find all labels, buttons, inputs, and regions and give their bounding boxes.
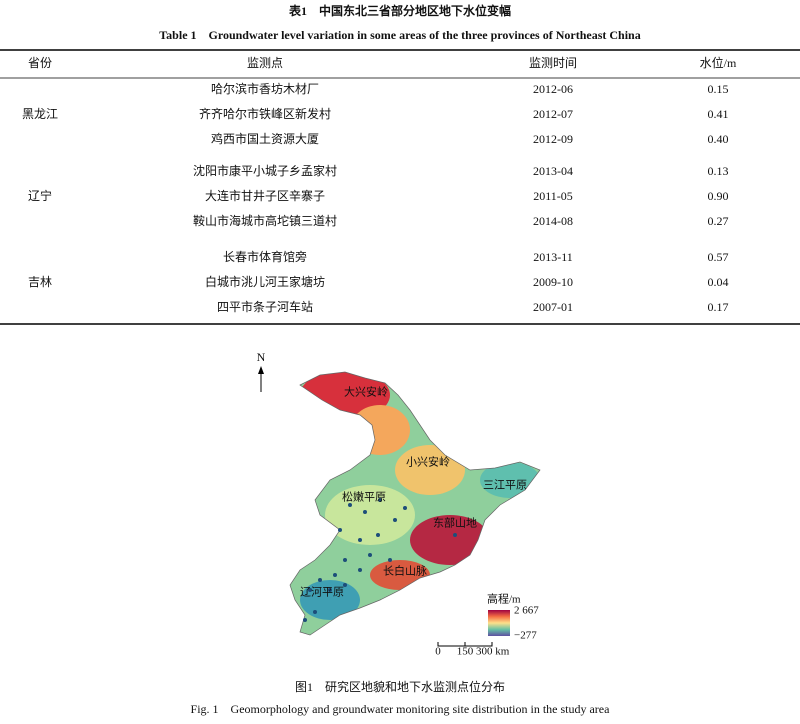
terrain bbox=[410, 515, 490, 565]
map-label: 小兴安岭 bbox=[406, 455, 450, 469]
table-title-en: Table 1 Groundwater level variation in s… bbox=[159, 28, 640, 42]
table-cell: 四平市条子河车站 bbox=[217, 299, 313, 314]
map-label: 东部山地 bbox=[433, 516, 477, 530]
terrain bbox=[480, 462, 540, 498]
table-cell: 2012-07 bbox=[533, 107, 573, 121]
table-cell: 0.41 bbox=[708, 107, 729, 121]
table-cell: 0.57 bbox=[708, 250, 729, 264]
north-arrow-head bbox=[258, 366, 264, 374]
table-cell: 0.15 bbox=[708, 82, 729, 96]
table-cell: 0.90 bbox=[708, 189, 729, 203]
table-cell: 0.04 bbox=[708, 275, 729, 289]
table-title-cn: 表1 中国东北三省部分地区地下水位变幅 bbox=[288, 3, 511, 18]
terrain bbox=[395, 445, 465, 495]
table-cell: 鞍山市海城市高坨镇三道村 bbox=[193, 213, 337, 228]
table-body: 省份 监测点 监测时间 水位/m 黑龙江 哈尔滨市香坊木材厂 2012-06 0.15 齐齐哈尔… bbox=[22, 55, 737, 314]
table-cell: 2007-01 bbox=[533, 300, 573, 314]
column-header: 省份 bbox=[28, 56, 52, 70]
province-cell: 辽宁 bbox=[28, 188, 52, 203]
map-label: 松嫩平原 bbox=[342, 490, 386, 504]
table-cell: 0.17 bbox=[708, 300, 729, 314]
table-cell: 白城市洮儿河王家塘坊 bbox=[205, 274, 325, 289]
map-label: 长白山脉 bbox=[383, 564, 427, 578]
scale-label: 0 bbox=[435, 646, 441, 658]
table-cell: 0.27 bbox=[708, 214, 729, 228]
table-cell: 沈阳市康平小城子乡孟家村 bbox=[193, 163, 337, 178]
map-label: 辽河平原 bbox=[300, 586, 344, 599]
table-cell: 2012-06 bbox=[533, 82, 573, 96]
legend-max: 2 667 bbox=[514, 605, 539, 617]
figure-caption-en: Fig. 1 Geomorphology and groundwater mon… bbox=[191, 702, 611, 716]
terrain bbox=[350, 405, 410, 455]
table-cell: 鸡西市国土资源大厦 bbox=[211, 131, 319, 146]
scale-bar bbox=[437, 642, 493, 647]
table-cell: 大连市甘井子区辛寨子 bbox=[205, 188, 325, 203]
column-header: 水位/m bbox=[700, 55, 737, 70]
table-cell: 2013-04 bbox=[533, 164, 573, 178]
table-cell: 齐齐哈尔市铁峰区新发村 bbox=[199, 106, 331, 121]
table-cell: 0.13 bbox=[708, 164, 729, 178]
scale-label: 150 300 km bbox=[457, 646, 510, 658]
column-header: 监测点 bbox=[247, 56, 283, 70]
monitoring-sites bbox=[303, 498, 457, 622]
table-cell: 长春市体育馆旁 bbox=[223, 249, 307, 264]
table-cell: 2011-05 bbox=[533, 189, 573, 203]
legend-min: −277 bbox=[514, 630, 537, 642]
legend-ramp bbox=[488, 610, 510, 636]
table-cell: 2012-09 bbox=[533, 132, 573, 146]
figure-caption-cn: 图1 研究区地貌和地下水监测点位分布 bbox=[295, 679, 505, 694]
column-header: 监测时间 bbox=[529, 56, 577, 70]
table-cell: 哈尔滨市香坊木材厂 bbox=[211, 81, 319, 96]
province-cell: 吉林 bbox=[28, 275, 52, 289]
map-label: 三江平原 bbox=[483, 479, 527, 492]
north-label: N bbox=[257, 350, 266, 364]
map-label: 大兴安岭 bbox=[344, 385, 388, 399]
province-cell: 黑龙江 bbox=[22, 107, 58, 121]
terrain bbox=[325, 485, 415, 545]
legend-title: 高程/m bbox=[487, 592, 521, 606]
table-cell: 2014-08 bbox=[533, 214, 573, 228]
table-cell: 2009-10 bbox=[533, 275, 573, 289]
table-cell: 0.40 bbox=[708, 132, 729, 146]
table-cell: 2013-11 bbox=[533, 250, 573, 264]
